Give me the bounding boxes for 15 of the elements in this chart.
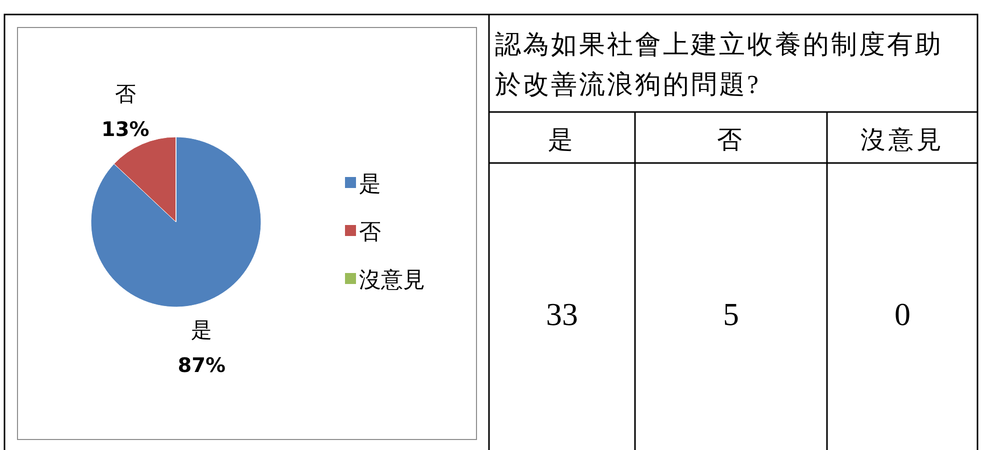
legend-label: 否: [359, 220, 381, 245]
category-label: 是: [548, 127, 576, 154]
category-label: 沒意見: [860, 127, 944, 154]
data-label: 87%: [178, 353, 226, 378]
data-label: 33: [546, 296, 578, 332]
legend-label: 沒意見: [359, 268, 425, 293]
legend-label: 是: [359, 172, 381, 197]
text: 認為如果社會上建立收養的制度有助於改善流浪狗的問題?: [495, 30, 943, 99]
data-label: 0: [894, 296, 910, 332]
category-label: 否: [717, 127, 745, 154]
data-label: 13%: [101, 116, 150, 141]
pie-slice: [90, 136, 262, 308]
data-label: 5: [723, 296, 739, 332]
slice-label: 否: [114, 82, 136, 106]
slice-label: 是: [191, 318, 212, 342]
